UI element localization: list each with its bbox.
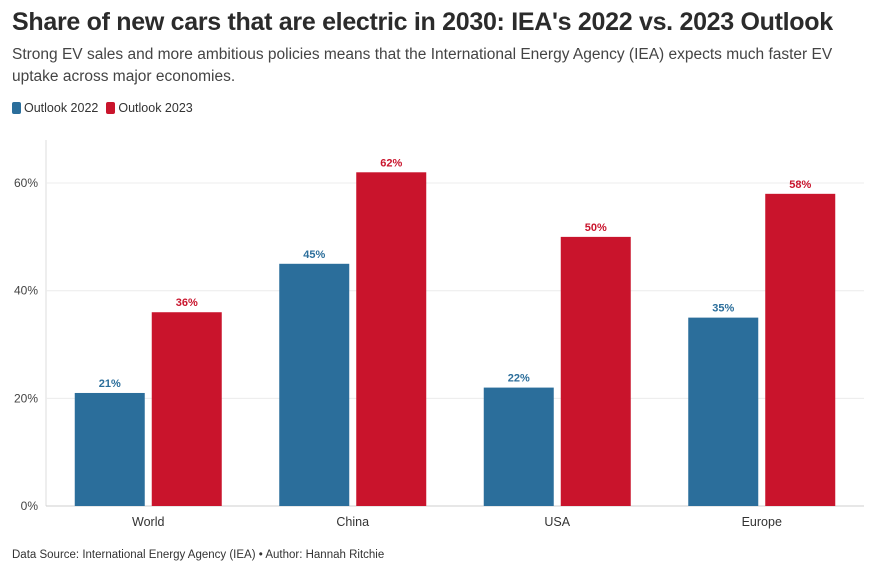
bar-europe-outlook-2023 bbox=[765, 193, 836, 506]
legend-item-outlook-2023: Outlook 2023 bbox=[106, 101, 193, 115]
bar-usa-outlook-2022 bbox=[483, 387, 554, 506]
legend-swatch-outlook-2022 bbox=[12, 102, 21, 114]
legend-label-outlook-2023: Outlook 2023 bbox=[118, 101, 193, 115]
chart-title: Share of new cars that are electric in 2… bbox=[12, 8, 833, 36]
bar-china-outlook-2022 bbox=[279, 263, 350, 506]
data-label-europe-outlook-2022: 35% bbox=[712, 303, 734, 315]
x-tick-label-world: World bbox=[132, 515, 164, 529]
data-label-usa-outlook-2022: 22% bbox=[508, 373, 530, 385]
chart-subtitle: Strong EV sales and more ambitious polic… bbox=[12, 46, 833, 85]
data-label-usa-outlook-2023: 50% bbox=[585, 222, 607, 234]
data-label-world-outlook-2022: 21% bbox=[99, 378, 121, 390]
data-label-china-outlook-2022: 45% bbox=[303, 249, 325, 261]
x-tick-label-china: China bbox=[336, 515, 369, 529]
y-tick-label-40: 40% bbox=[14, 284, 38, 298]
y-tick-label-60: 60% bbox=[14, 176, 38, 190]
bar-world-outlook-2023 bbox=[151, 312, 222, 506]
bar-world-outlook-2022 bbox=[74, 392, 145, 506]
bar-usa-outlook-2023 bbox=[560, 236, 631, 506]
data-label-world-outlook-2023: 36% bbox=[176, 297, 198, 309]
chart-legend: Outlook 2022 Outlook 2023 bbox=[12, 101, 193, 115]
bar-europe-outlook-2022 bbox=[688, 317, 759, 506]
data-label-china-outlook-2023: 62% bbox=[380, 157, 402, 169]
data-label-europe-outlook-2023: 58% bbox=[789, 179, 811, 191]
y-tick-label-0: 0% bbox=[21, 499, 39, 513]
legend-swatch-outlook-2023 bbox=[106, 102, 116, 114]
x-tick-label-usa: USA bbox=[544, 515, 570, 529]
legend-label-outlook-2022: Outlook 2022 bbox=[24, 101, 99, 115]
x-tick-label-europe: Europe bbox=[742, 515, 782, 529]
y-tick-label-20: 20% bbox=[14, 391, 38, 405]
chart-footer: Data Source: International Energy Agency… bbox=[12, 549, 385, 561]
bar-china-outlook-2023 bbox=[356, 172, 427, 506]
legend-item-outlook-2022: Outlook 2022 bbox=[12, 101, 98, 115]
